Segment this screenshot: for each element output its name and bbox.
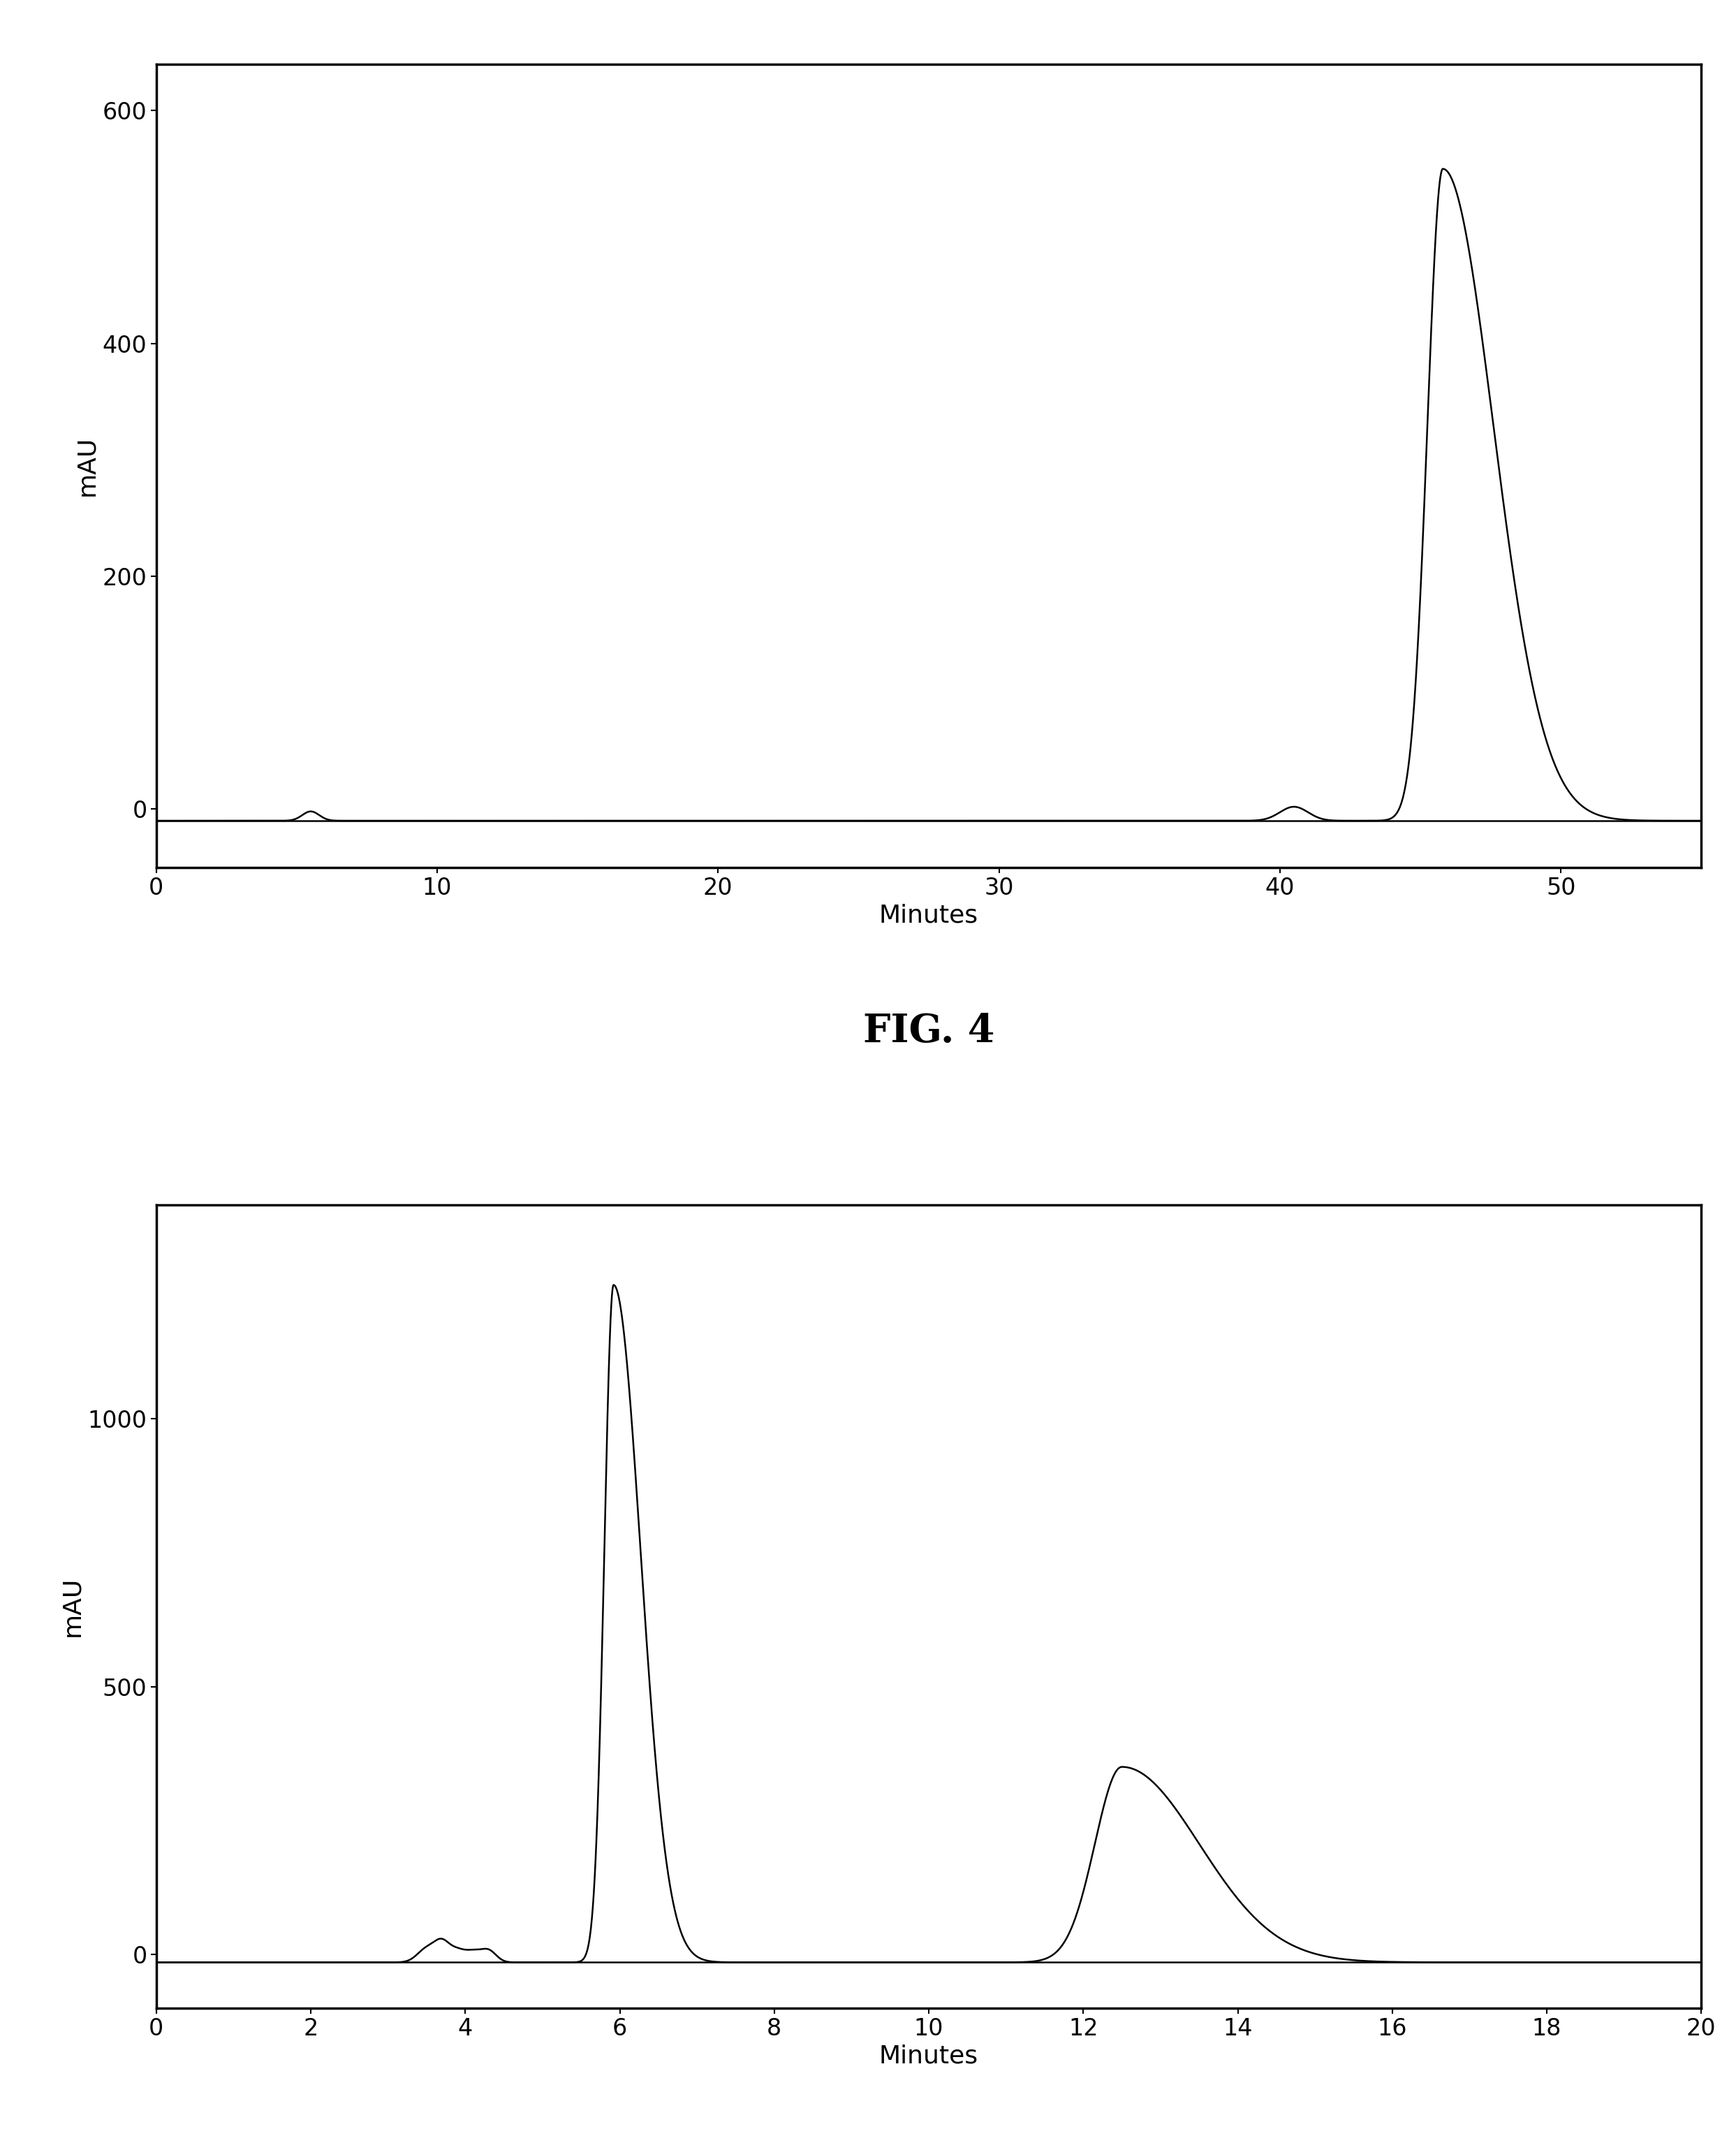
X-axis label: Minutes: Minutes	[878, 904, 979, 927]
X-axis label: Minutes: Minutes	[878, 2044, 979, 2068]
Text: FIG. 4: FIG. 4	[863, 1012, 995, 1051]
Y-axis label: mAU: mAU	[75, 436, 99, 496]
Y-axis label: mAU: mAU	[61, 1576, 83, 1636]
